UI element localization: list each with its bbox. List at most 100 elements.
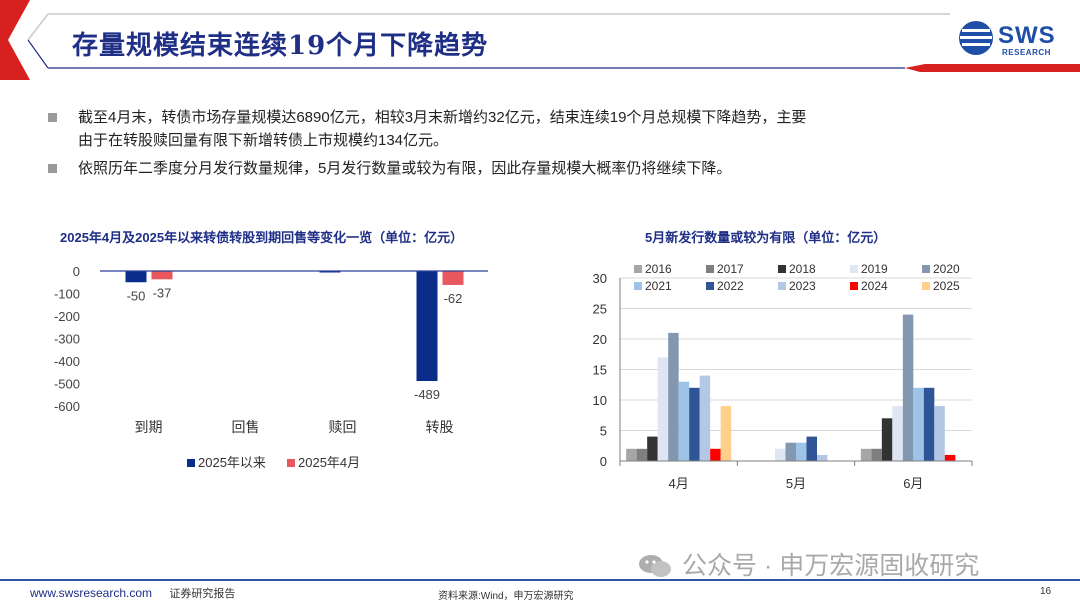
bar xyxy=(817,454,828,461)
legend-swatch xyxy=(634,265,642,273)
header-decoration xyxy=(0,0,1080,80)
bullet-item: 依照历年二季度分月发行数量规律，5月发行数量或较为有限，因此存量规模大概率仍将继… xyxy=(40,157,900,180)
legend-label: 2017 xyxy=(717,262,744,276)
bar xyxy=(860,448,872,461)
wechat-icon xyxy=(639,555,671,577)
legend-label: 2025年4月 xyxy=(298,455,360,470)
y-tick-label: 15 xyxy=(593,363,607,378)
x-tick-label: 回售 xyxy=(232,419,260,435)
y-tick-label: -500 xyxy=(54,377,80,392)
bar xyxy=(678,381,690,461)
legend-swatch xyxy=(187,459,195,467)
legend-label: 2024 xyxy=(861,279,888,293)
data-label: -489 xyxy=(414,387,440,402)
sws-logo: SWS RESEARCH xyxy=(958,20,1058,60)
legend-swatch xyxy=(922,265,930,273)
x-tick-label: 赎回 xyxy=(329,419,357,435)
legend-label: 2025 xyxy=(933,279,960,293)
x-tick-label: 6月 xyxy=(903,476,923,491)
bullet-square-icon xyxy=(48,164,57,173)
bar xyxy=(668,332,679,461)
x-tick-label: 4月 xyxy=(669,476,689,491)
legend-swatch xyxy=(287,459,295,467)
legend-swatch xyxy=(634,282,642,290)
bullet-list: 截至4月末，转债市场存量规模达6890亿元，相较3月末新增约32亿元，结束连续1… xyxy=(40,106,900,185)
bullet-item: 截至4月末，转债市场存量规模达6890亿元，相较3月末新增约32亿元，结束连续1… xyxy=(40,106,900,152)
chart1-title: 2025年4月及2025年以来转债转股到期回售等变化一览（单位：亿元） xyxy=(60,230,464,245)
bar xyxy=(151,271,173,280)
y-tick-label: -400 xyxy=(54,354,80,369)
page-title: 存量规模结束连续19个月下降趋势 xyxy=(72,31,489,61)
bar xyxy=(442,271,464,285)
y-tick-label: -300 xyxy=(54,332,80,347)
bar xyxy=(416,271,438,382)
legend-label: 2022 xyxy=(717,279,744,293)
legend-label: 2023 xyxy=(789,279,816,293)
chart1-svg: 0 -100 -200 -300 -400 -500 -600 -50 -489 -37 -62 到期… xyxy=(54,264,488,470)
legend-label: 2019 xyxy=(861,262,888,276)
x-tick-label: 到期 xyxy=(135,419,163,435)
logo-globe-icon xyxy=(959,21,993,55)
footer-left: www.swsresearch.com 证券研究报告 xyxy=(30,585,235,601)
header: 存量规模结束连续19个月下降趋势 SWS RESEARCH xyxy=(0,0,1080,80)
bullet-line: 截至4月末，转债市场存量规模达6890亿元，相较3月末新增约32亿元，结束连续1… xyxy=(78,109,807,126)
legend-swatch xyxy=(850,282,858,290)
legend-swatch xyxy=(778,265,786,273)
legend-swatch xyxy=(850,265,858,273)
watermark: 公众号 · 申万宏源固收研究 xyxy=(638,546,979,582)
bar xyxy=(720,406,732,461)
y-tick-label: -200 xyxy=(54,309,80,324)
y-tick-label: 25 xyxy=(593,302,607,317)
watermark-text: 公众号 · 申万宏源固收研究 xyxy=(682,552,980,580)
bar xyxy=(806,436,817,461)
x-tick-label: 转股 xyxy=(426,419,454,435)
page-number: 16 xyxy=(1040,586,1052,597)
y-tick-label: 5 xyxy=(600,424,607,439)
bar xyxy=(881,418,893,461)
chart2-title: 5月新发行数量或较为有限（单位：亿元） xyxy=(645,230,887,245)
footer-divider xyxy=(0,579,1080,581)
bar xyxy=(319,271,341,273)
bar xyxy=(944,454,956,461)
report-type: 证券研究报告 xyxy=(169,588,236,600)
bar xyxy=(125,271,147,283)
y-tick-label: 0 xyxy=(600,454,607,469)
bar xyxy=(892,406,903,461)
source-note: 资料来源:Wind，申万宏源研究 xyxy=(438,591,574,602)
logo-subtext: RESEARCH xyxy=(1002,48,1051,57)
bar xyxy=(902,314,914,461)
bar xyxy=(689,387,700,461)
bullet-square-icon xyxy=(48,113,57,122)
bar xyxy=(796,442,807,461)
data-label: -62 xyxy=(444,291,463,306)
bar xyxy=(913,387,924,461)
bar xyxy=(923,387,935,461)
y-tick-label: 10 xyxy=(593,393,607,408)
y-tick-label: 20 xyxy=(593,332,607,347)
bar xyxy=(657,357,669,461)
bar xyxy=(785,442,796,461)
bar xyxy=(934,406,945,461)
legend-label: 2025年以来 xyxy=(198,455,266,470)
legend-label: 2021 xyxy=(645,279,672,293)
bar xyxy=(626,448,637,461)
bullet-line: 由于在转股赎回量有限下新增转债上市规模约134亿元。 xyxy=(78,132,449,149)
y-tick-label: -600 xyxy=(54,399,80,414)
legend-swatch xyxy=(706,265,714,273)
website-link[interactable]: www.swsresearch.com xyxy=(30,586,153,600)
legend-label: 2018 xyxy=(789,262,816,276)
y-tick-label: 30 xyxy=(593,271,607,286)
data-label: -37 xyxy=(153,285,172,300)
x-tick-label: 5月 xyxy=(786,476,806,491)
bar xyxy=(710,448,721,461)
bar xyxy=(636,448,648,461)
legend-swatch xyxy=(706,282,714,290)
bar xyxy=(647,436,658,461)
data-label: -50 xyxy=(127,288,146,303)
bullet-line: 依照历年二季度分月发行数量规律，5月发行数量或较为有限，因此存量规模大概率仍将继… xyxy=(78,160,732,177)
y-tick-label: -100 xyxy=(54,287,80,302)
bar xyxy=(775,448,786,461)
logo-word: SWS xyxy=(998,22,1056,49)
legend-label: 2020 xyxy=(933,262,960,276)
